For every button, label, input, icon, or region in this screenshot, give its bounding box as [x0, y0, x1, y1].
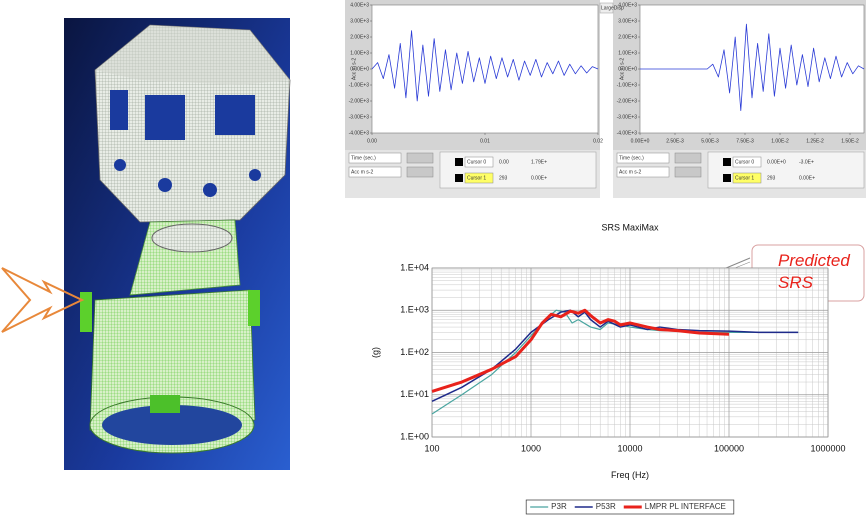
tab-label: LargeDisp: [601, 5, 624, 11]
cursor-swatch: [455, 174, 463, 182]
y-tick-label: 2.00E+3: [618, 34, 637, 40]
annotation: Predicted SRS: [778, 251, 850, 292]
y-tick-label: 3.00E+3: [618, 18, 637, 24]
series-line: [431, 309, 799, 402]
y-tick-label: -4.00E+3: [617, 130, 638, 136]
y-tick-label: 1.E+01: [400, 389, 429, 399]
cursor-name-field: [732, 172, 762, 184]
x-tick-label: 0.02: [593, 138, 603, 144]
x-tick-label: 1000: [521, 443, 541, 453]
legend-label: P3R: [551, 502, 567, 511]
cursor-name-field: [464, 172, 494, 184]
cursor-cell: 1.79E+: [531, 159, 547, 165]
x-tick-label: 7.50E-3: [736, 138, 754, 144]
y-tick-label: -3.00E+3: [349, 114, 370, 120]
y-axis-label: Acc m s-2: [619, 58, 625, 80]
cursor-cell: 293: [767, 175, 776, 181]
y-tick-label: 1.E+00: [400, 431, 429, 441]
y-tick-label: 4.00E+3: [350, 2, 369, 8]
series-line: [371, 30, 599, 102]
control-field: [616, 152, 670, 164]
x-tick-label: 0.00E+0: [631, 138, 650, 144]
cursor-swatch: [723, 158, 731, 166]
control-button: [674, 152, 702, 164]
chart-title: SRS MaxiMax: [601, 222, 659, 232]
legend: P3R P53R LMPR PL INTERFACE: [525, 499, 735, 515]
control-label: Acc m s-2: [619, 169, 641, 175]
control-button: [406, 152, 434, 164]
y-tick-label: -1.00E+3: [617, 82, 638, 88]
y-tick-label: 0.00E+0: [618, 66, 637, 72]
cursor-swatch: [455, 158, 463, 166]
legend-label: P53R: [596, 502, 616, 511]
y-tick-label: -2.00E+3: [617, 98, 638, 104]
plot-area: [371, 4, 599, 134]
y-tick-label: -2.00E+3: [349, 98, 370, 104]
cursor-cell: 0.00: [499, 159, 509, 165]
cursor-cell: Cursor 1: [467, 175, 486, 181]
y-tick-label: 0.00E+0: [350, 66, 369, 72]
control-label: Time (sec.): [619, 155, 644, 161]
y-tick-label: 1.E+02: [400, 347, 429, 357]
y-axis-label: (g): [370, 347, 380, 358]
y-tick-label: 1.00E+3: [350, 50, 369, 56]
control-label: Acc m s-2: [351, 169, 373, 175]
series-line: [431, 308, 730, 393]
y-tick-label: 1.E+04: [400, 262, 429, 272]
legend-label: LMPR PL INTERFACE: [645, 502, 726, 511]
cursor-table: [439, 151, 597, 189]
y-tick-label: -4.00E+3: [349, 130, 370, 136]
y-tick-label: 3.00E+3: [350, 18, 369, 24]
cursor-swatch: [723, 174, 731, 182]
cursor-name-field: [732, 156, 762, 168]
cursor-name-field: [464, 156, 494, 168]
x-tick-label: 0.00: [367, 138, 377, 144]
control-field: [616, 166, 670, 178]
cursor-table: [707, 151, 865, 189]
callout-arrow: [1, 267, 85, 333]
cursor-cell: Cursor 0: [735, 159, 754, 165]
x-axis-label: Freq (Hz): [611, 470, 649, 480]
x-tick-label: 0.01: [480, 138, 490, 144]
control-button: [406, 166, 434, 178]
y-tick-label: -3.00E+3: [617, 114, 638, 120]
x-tick-label: 100: [424, 443, 439, 453]
cursor-cell: 0.00E+: [531, 175, 547, 181]
x-tick-label: 1.50E-2: [841, 138, 859, 144]
y-tick-label: -1.00E+3: [349, 82, 370, 88]
x-tick-label: 2.50E-3: [666, 138, 684, 144]
y-tick-label: 4.00E+3: [618, 2, 637, 8]
x-tick-label: 1000000: [810, 443, 845, 453]
control-field: [348, 166, 402, 178]
x-tick-label: 100000: [714, 443, 744, 453]
control-button: [674, 166, 702, 178]
model-render: [64, 18, 291, 470]
cursor-cell: -3.0E+: [799, 159, 814, 165]
cursor-cell: Cursor 0: [467, 159, 486, 165]
x-tick-label: 1.00E-2: [771, 138, 789, 144]
x-tick-label: 1.25E-2: [806, 138, 824, 144]
cursor-cell: 0.00E+0: [767, 159, 786, 165]
x-tick-label: 5.00E-3: [701, 138, 719, 144]
cursor-cell: Cursor 1: [735, 175, 754, 181]
y-tick-label: 1.E+03: [400, 305, 429, 315]
cursor-cell: 293: [499, 175, 508, 181]
control-label: Time (sec.): [351, 155, 376, 161]
control-field: [348, 152, 402, 164]
series-line: [640, 23, 865, 111]
tab: [599, 2, 614, 14]
cursor-cell: 0.00E+: [799, 175, 815, 181]
y-tick-label: 2.00E+3: [350, 34, 369, 40]
y-axis-label: Acc m s-2: [351, 58, 357, 80]
x-tick-label: 10000: [617, 443, 642, 453]
y-tick-label: 1.00E+3: [618, 50, 637, 56]
